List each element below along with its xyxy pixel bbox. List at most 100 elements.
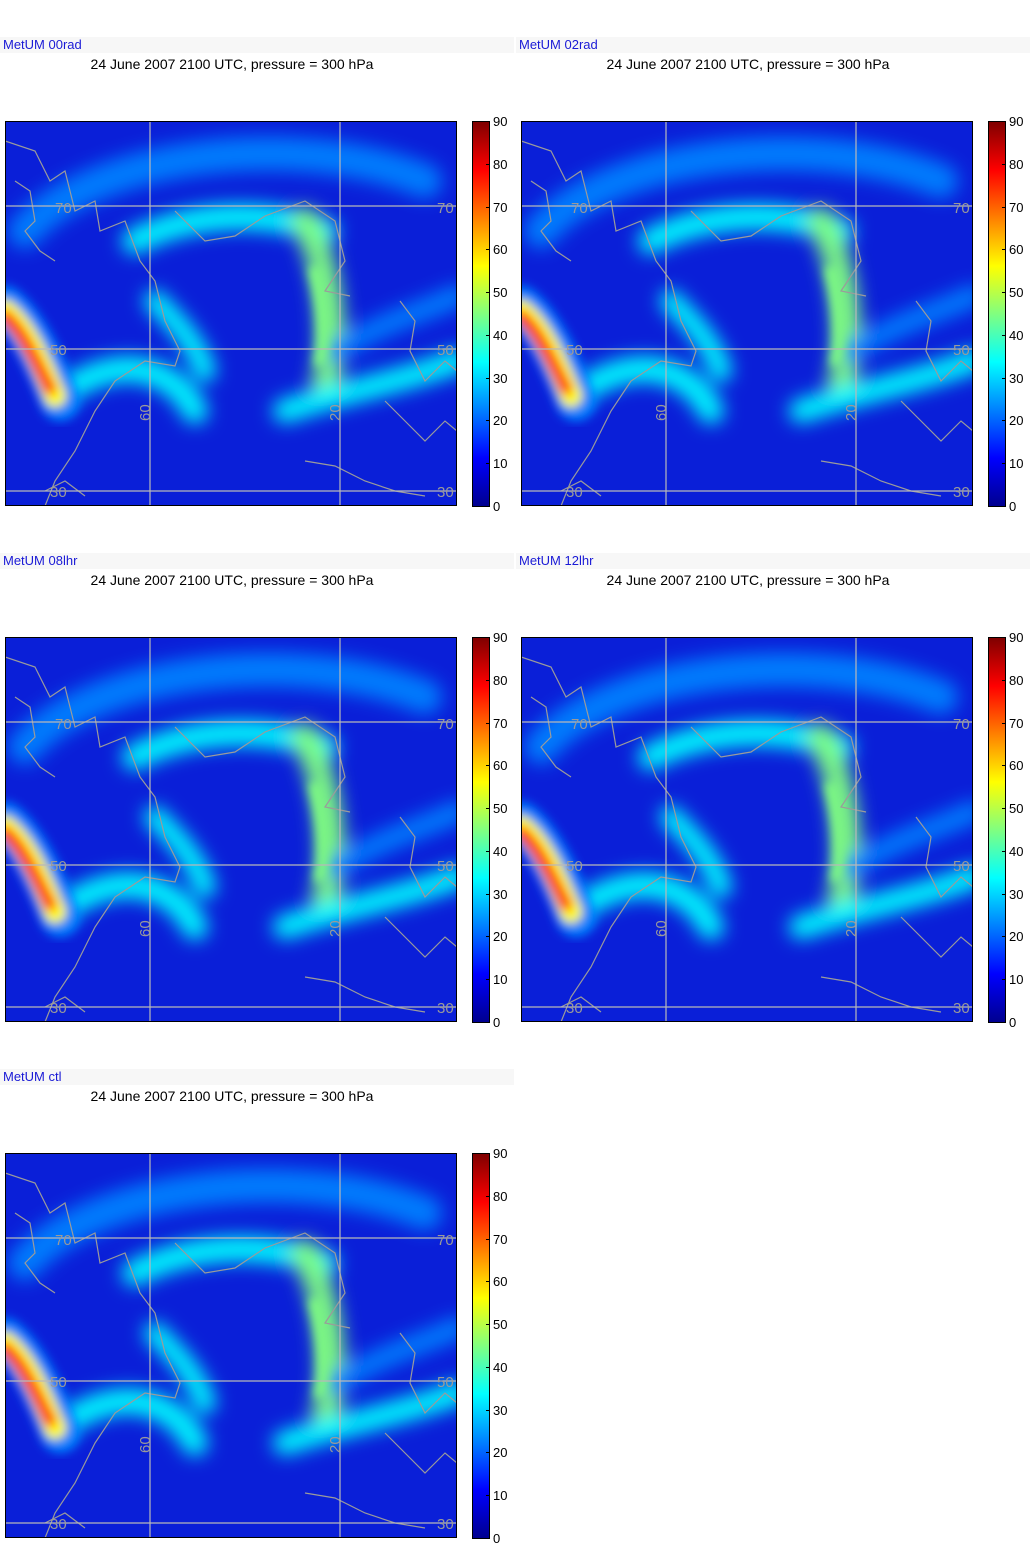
colorbar-tick-label: 30 (1009, 886, 1024, 902)
colorbar-tick-label: 80 (493, 1188, 508, 1204)
colorbar-tick-label: 20 (493, 1445, 508, 1461)
latitude-label: 50 (437, 1374, 454, 1391)
colorbar-tick-mark (1002, 722, 1006, 724)
panel-header (0, 37, 514, 53)
colorbar-tick-mark (486, 121, 490, 122)
colorbar-tick-label: 50 (1009, 285, 1024, 301)
longitude-label: 20 (843, 920, 860, 937)
longitude-label: 60 (137, 1436, 154, 1453)
latitude-label: 50 (566, 342, 583, 359)
colorbar-tick-label: 50 (493, 1317, 508, 1333)
colorbar-tick-label: 90 (1009, 630, 1024, 645)
colorbar-tick-mark (486, 420, 490, 422)
colorbar-tick-label: 40 (493, 1359, 508, 1375)
wind-speed-map: 70 70 50 50 30 30 60 20 (5, 637, 457, 1022)
colorbar-tick-label: 80 (493, 156, 508, 172)
colorbar-tick-mark (1002, 506, 1006, 507)
colorbar-tick-label: 80 (493, 672, 508, 688)
colorbar-tick-mark (1002, 249, 1006, 251)
colorbar-tick-mark (486, 249, 490, 251)
latitude-label: 30 (437, 1000, 454, 1017)
longitude-label: 20 (327, 1436, 344, 1453)
latitude-label: 50 (953, 858, 970, 875)
colorbar-tick-mark (486, 637, 490, 638)
colorbar-tick-label: 10 (1009, 456, 1024, 472)
colorbar-tick-mark (486, 1495, 490, 1497)
colorbar-tick-label: 60 (1009, 758, 1024, 774)
colorbar-tick-label: 10 (1009, 972, 1024, 988)
plot-title: 24 June 2007 2100 UTC, pressure = 300 hP… (90, 56, 374, 72)
model-label: MetUM 12lhr (519, 553, 594, 568)
panel-header (516, 553, 1030, 569)
colorbar-tick-label: 60 (493, 758, 508, 774)
colorbar-tick-label: 80 (1009, 672, 1024, 688)
plot-title: 24 June 2007 2100 UTC, pressure = 300 hP… (606, 56, 890, 72)
colorbar-tick-label: 70 (493, 715, 508, 731)
plot-title: 24 June 2007 2100 UTC, pressure = 300 hP… (90, 1088, 374, 1104)
colorbar-tick-mark (1002, 893, 1006, 895)
colorbar-tick-label: 10 (493, 1488, 508, 1504)
latitude-label: 30 (566, 1000, 583, 1017)
longitude-label: 20 (843, 404, 860, 421)
colorbar-tick-mark (486, 1153, 490, 1154)
colorbar-tick-label: 20 (493, 413, 508, 429)
colorbar-tick-mark (486, 1366, 490, 1368)
colorbar-tick-mark (486, 1238, 490, 1240)
longitude-label: 20 (327, 920, 344, 937)
model-label: MetUM 02rad (519, 37, 598, 52)
colorbar-tick-label: 50 (493, 285, 508, 301)
colorbar-tick-label: 0 (1009, 499, 1017, 514)
colorbar-tick-label: 90 (493, 1146, 508, 1161)
panel-header (0, 553, 514, 569)
colorbar-tick-mark (1002, 1022, 1006, 1023)
latitude-label: 70 (953, 200, 970, 217)
colorbar (988, 637, 1006, 1023)
colorbar-tick-label: 70 (493, 1231, 508, 1247)
wind-speed-map: 70 70 50 50 30 30 60 20 (5, 121, 457, 506)
colorbar-tick-label: 30 (493, 886, 508, 902)
colorbar-tick-label: 60 (493, 1274, 508, 1290)
colorbar-tick-mark (1002, 936, 1006, 938)
colorbar (472, 1153, 490, 1539)
longitude-label: 60 (653, 920, 670, 937)
colorbar-tick-label: 20 (1009, 929, 1024, 945)
colorbar-tick-mark (1002, 463, 1006, 465)
latitude-label: 50 (50, 858, 67, 875)
colorbar-tick-label: 90 (1009, 114, 1024, 129)
colorbar-tick-label: 40 (1009, 843, 1024, 859)
colorbar-tick-mark (486, 292, 490, 294)
colorbar-tick-label: 10 (493, 972, 508, 988)
map-panel-ctl: MetUM ctl 24 June 2007 2100 UTC, pressur… (0, 1069, 516, 1559)
colorbar-tick-mark (1002, 420, 1006, 422)
colorbar-tick-label: 70 (1009, 715, 1024, 731)
latitude-label: 70 (437, 716, 454, 733)
colorbar-tick-label: 30 (493, 1402, 508, 1418)
colorbar-tick-label: 20 (493, 929, 508, 945)
colorbar (472, 637, 490, 1023)
model-label: MetUM 00rad (3, 37, 82, 52)
colorbar-tick-mark (486, 463, 490, 465)
latitude-label: 70 (953, 716, 970, 733)
panel-header (0, 1069, 514, 1085)
colorbar-tick-mark (486, 850, 490, 852)
wind-speed-map: 70 70 50 50 30 30 60 20 (521, 637, 973, 1022)
colorbar-tick-mark (486, 1538, 490, 1539)
latitude-label: 50 (437, 858, 454, 875)
colorbar-tick-label: 50 (493, 801, 508, 817)
colorbar-tick-label: 20 (1009, 413, 1024, 429)
map-panel-08lhr: MetUM 08lhr 24 June 2007 2100 UTC, press… (0, 553, 516, 1043)
latitude-label: 70 (55, 1232, 72, 1249)
colorbar-tick-label: 10 (493, 456, 508, 472)
latitude-label: 50 (953, 342, 970, 359)
colorbar-tick-label: 30 (493, 370, 508, 386)
colorbar-tick-label: 50 (1009, 801, 1024, 817)
colorbar-tick-mark (1002, 765, 1006, 767)
longitude-label: 20 (327, 404, 344, 421)
longitude-label: 60 (653, 404, 670, 421)
colorbar-tick-label: 70 (493, 199, 508, 215)
plot-title: 24 June 2007 2100 UTC, pressure = 300 hP… (606, 572, 890, 588)
latitude-label: 50 (437, 342, 454, 359)
latitude-label: 30 (50, 1516, 67, 1533)
colorbar-tick-label: 30 (1009, 370, 1024, 386)
latitude-label: 30 (953, 484, 970, 501)
